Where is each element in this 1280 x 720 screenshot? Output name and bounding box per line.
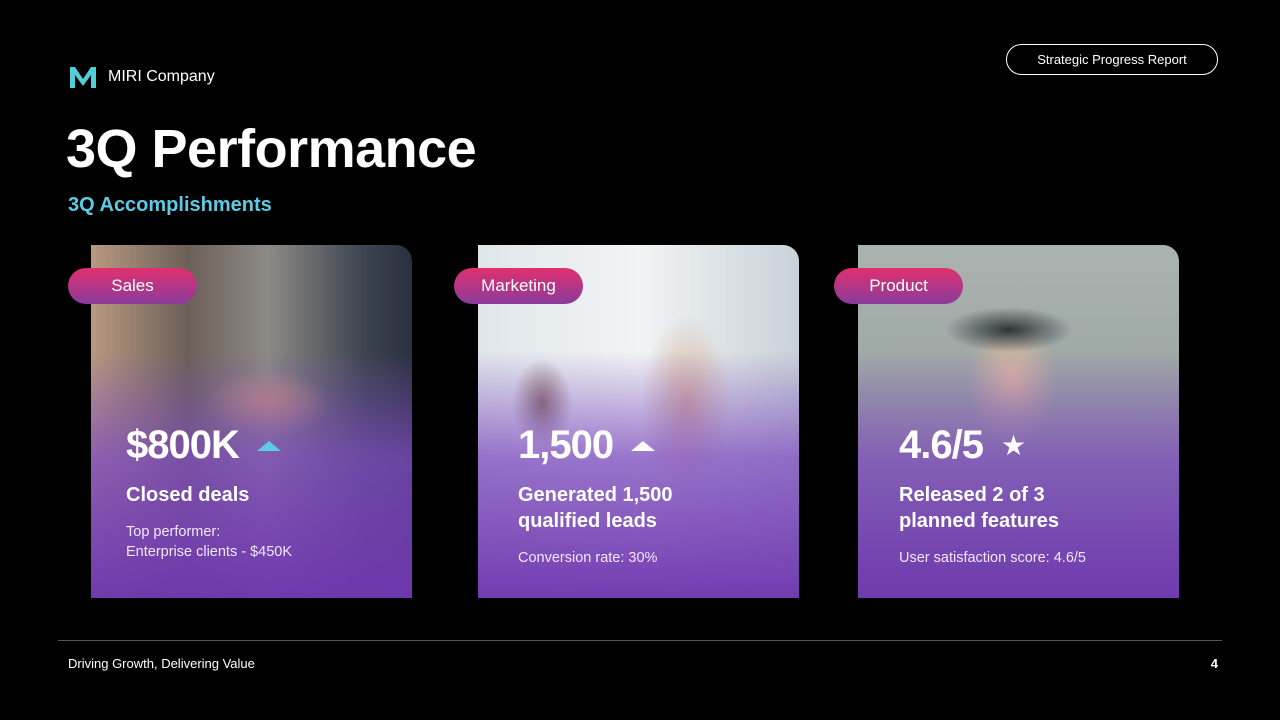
- product-label-1: Released 2 of 3: [899, 484, 1045, 506]
- product-metric: 4.6/5: [899, 423, 984, 467]
- tag-sales: Sales: [68, 268, 197, 304]
- triangle-up-icon: [256, 440, 281, 451]
- triangle-up-icon: [631, 440, 656, 451]
- page-title: 3Q Performance: [66, 119, 477, 179]
- marketing-detail: Conversion rate: 30%: [518, 550, 658, 566]
- sales-metric: $800K: [126, 423, 240, 467]
- footer-divider: [58, 640, 1222, 641]
- sales-detail-2: Enterprise clients - $450K: [126, 544, 293, 560]
- page-subtitle: 3Q Accomplishments: [68, 194, 272, 216]
- report-badge: Strategic Progress Report: [1006, 44, 1218, 75]
- star-icon: ★: [1000, 430, 1026, 461]
- marketing-label-2: qualified leads: [518, 510, 657, 532]
- marketing-label-1: Generated 1,500: [518, 484, 673, 506]
- tag-marketing: Marketing: [454, 268, 583, 304]
- footer-tagline: Driving Growth, Delivering Value: [68, 656, 255, 671]
- product-detail: User satisfaction score: 4.6/5: [899, 550, 1086, 566]
- company-logo: MIRI Company: [68, 64, 215, 90]
- sales-label: Closed deals: [126, 484, 250, 506]
- sales-detail-1: Top performer:: [126, 524, 221, 540]
- page-number: 4: [1210, 656, 1218, 671]
- tag-product: Product: [834, 268, 963, 304]
- company-name: MIRI Company: [108, 68, 215, 85]
- miri-logo-icon: [70, 67, 96, 88]
- product-label-2: planned features: [899, 510, 1060, 532]
- marketing-metric: 1,500: [518, 423, 614, 467]
